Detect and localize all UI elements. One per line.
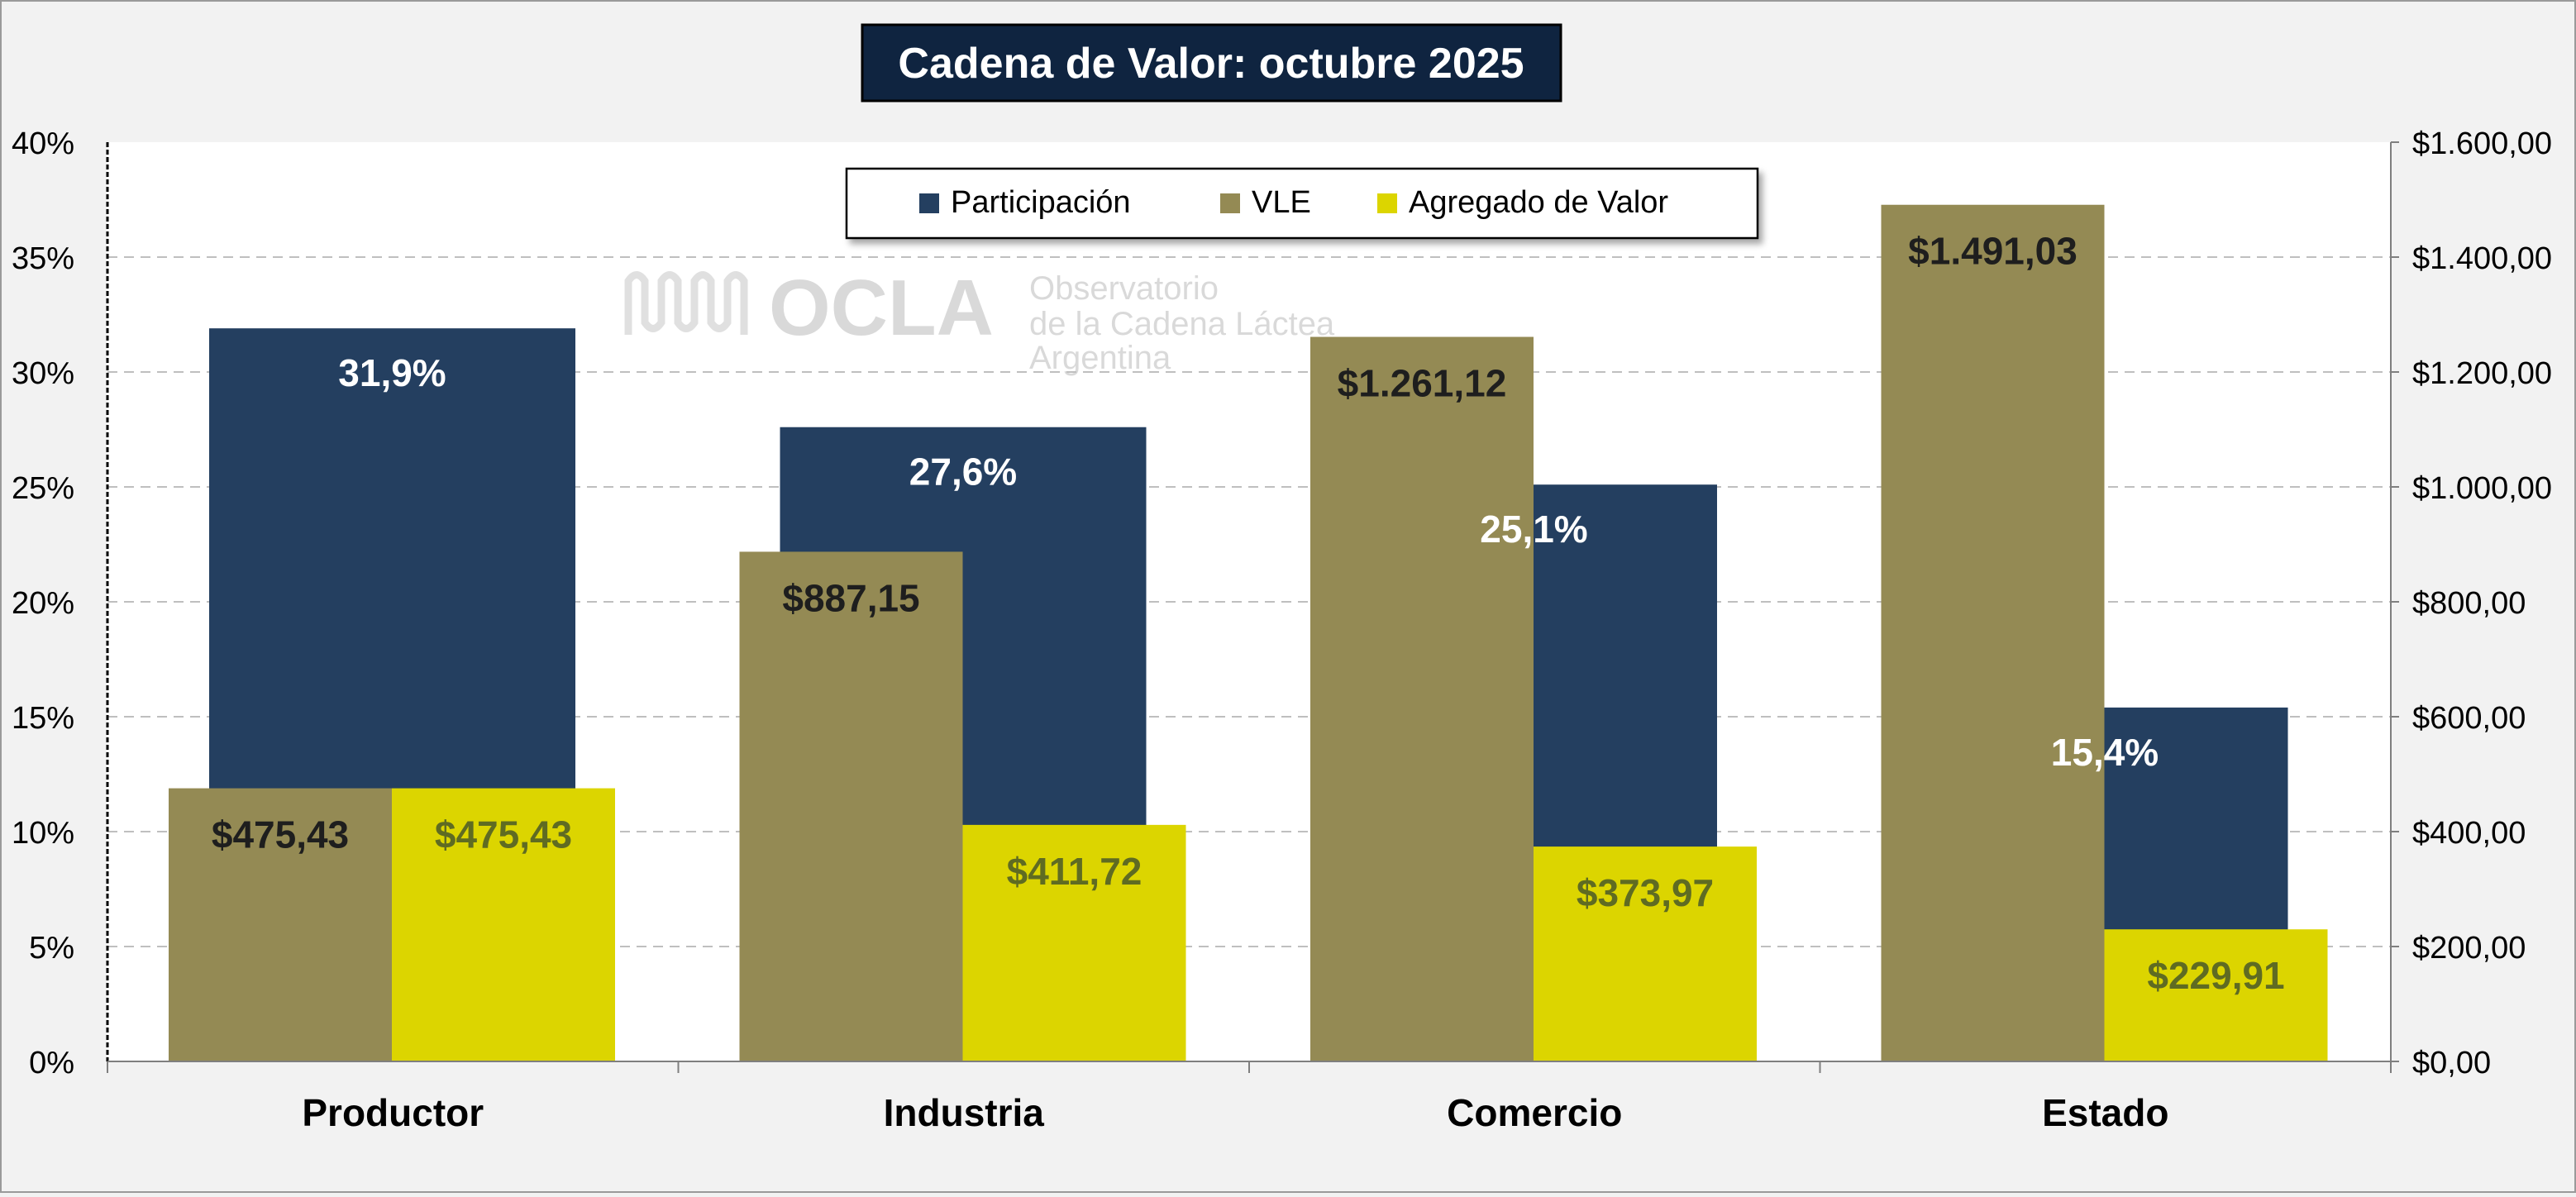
legend-label-agregado: Agregado de Valor bbox=[1409, 185, 1668, 220]
y-left-tick-label: 30% bbox=[12, 356, 74, 391]
y-right-tick-label: $600,00 bbox=[2412, 701, 2526, 736]
x-category-label: Estado bbox=[2042, 1091, 2168, 1134]
x-category-label: Comercio bbox=[1447, 1091, 1622, 1134]
axes: 0% $0,00 5% $200,00 10% $400,00 15% $600,00 20% $… bbox=[12, 126, 2552, 1134]
bar-vle bbox=[169, 788, 392, 1061]
data-label-participacion: 27,6% bbox=[909, 451, 1017, 494]
data-label-participacion: 25,1% bbox=[1480, 508, 1587, 551]
watermark-logo-text: OCLA bbox=[769, 264, 994, 352]
legend-swatch-participacion bbox=[919, 193, 939, 213]
bar-vle bbox=[1310, 336, 1534, 1061]
bar-agregado bbox=[1534, 846, 1757, 1061]
chart-title: Cadena de Valor: octubre 2025 bbox=[898, 40, 1524, 88]
y-right-tick-label: $1.600,00 bbox=[2412, 126, 2552, 161]
bar-vle bbox=[739, 551, 963, 1061]
y-right-tick-label: $1.000,00 bbox=[2412, 471, 2552, 506]
y-left-tick-label: 25% bbox=[12, 471, 74, 506]
bars bbox=[169, 204, 2328, 1062]
y-right-tick-label: $800,00 bbox=[2412, 586, 2526, 621]
x-category-label: Industria bbox=[884, 1091, 1045, 1134]
x-category-label: Productor bbox=[302, 1091, 484, 1134]
watermark-line-2: de la Cadena Láctea bbox=[1029, 306, 1335, 342]
data-label-agregado: $475,43 bbox=[435, 813, 572, 856]
data-label-vle: $1.261,12 bbox=[1338, 362, 1507, 405]
chart-title-box: Cadena de Valor: octubre 2025 bbox=[861, 23, 1562, 103]
bar-vle bbox=[1881, 204, 2105, 1062]
data-label-vle: $887,15 bbox=[782, 576, 919, 619]
y-left-tick-label: 5% bbox=[29, 931, 74, 966]
watermark-line-1: Observatorio bbox=[1029, 270, 1219, 307]
y-left-tick-label: 0% bbox=[29, 1046, 74, 1080]
watermark-line-3: Argentina bbox=[1029, 340, 1171, 376]
y-right-tick-label: $200,00 bbox=[2412, 931, 2526, 966]
legend-label-participacion: Participación bbox=[951, 185, 1131, 220]
bar-agregado bbox=[2104, 929, 2328, 1061]
legend-swatch-vle bbox=[1220, 193, 1240, 213]
y-right-tick-label: $1.200,00 bbox=[2412, 356, 2552, 391]
y-left-tick-label: 10% bbox=[12, 816, 74, 851]
legend-swatch-agregado bbox=[1377, 193, 1397, 213]
legend-label-vle: VLE bbox=[1252, 185, 1311, 220]
data-label-vle: $1.491,03 bbox=[1908, 230, 2077, 273]
y-left-tick-label: 15% bbox=[12, 701, 74, 736]
data-label-participacion: 31,9% bbox=[338, 351, 446, 394]
data-label-agregado: $411,72 bbox=[1007, 850, 1143, 893]
y-right-tick-label: $400,00 bbox=[2412, 816, 2526, 851]
y-right-tick-label: $1.400,00 bbox=[2412, 241, 2552, 276]
y-left-tick-label: 40% bbox=[12, 126, 74, 161]
data-label-vle: $475,43 bbox=[212, 813, 349, 856]
ocla-watermark: OCLA Observatorio de la Cadena Láctea Ar… bbox=[624, 264, 1335, 376]
y-left-tick-label: 35% bbox=[12, 241, 74, 276]
data-label-agregado: $229,91 bbox=[2147, 954, 2284, 997]
data-label-participacion: 15,4% bbox=[2051, 731, 2159, 774]
bar-agregado bbox=[392, 788, 615, 1061]
y-right-tick-label: $0,00 bbox=[2412, 1046, 2491, 1080]
bar-agregado bbox=[962, 824, 1186, 1061]
y-left-tick-label: 20% bbox=[12, 586, 74, 621]
ocla-logo-icon bbox=[624, 271, 748, 335]
data-labels: 31,9% $475,43 $475,43 27,6% $887,15 $411,72 25… bbox=[212, 230, 2285, 997]
data-label-agregado: $373,97 bbox=[1577, 871, 1714, 914]
legend: Participación VLE Agregado de Valor bbox=[845, 167, 1759, 240]
